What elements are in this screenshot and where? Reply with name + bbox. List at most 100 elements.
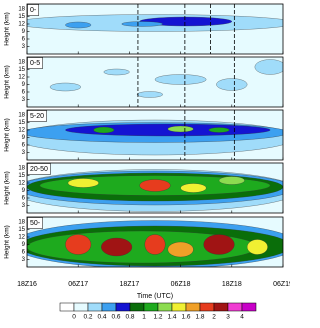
contour-region xyxy=(216,78,248,91)
colorbar-label: 4 xyxy=(240,314,244,321)
contour-region xyxy=(203,234,235,255)
contour-region xyxy=(67,178,99,188)
panel xyxy=(27,217,283,267)
contour-region xyxy=(180,183,207,193)
y-axis-label: Height (km) xyxy=(4,171,11,205)
colorbar-swatch xyxy=(227,302,243,312)
contour-region xyxy=(65,21,92,29)
y-tick-label: 18 xyxy=(18,113,25,119)
contour-region xyxy=(154,74,207,85)
y-tick-label: 15 xyxy=(18,14,25,20)
y-tick-label: 18 xyxy=(18,7,25,13)
x-tick-label: 06Z19 xyxy=(273,281,290,288)
colorbar-swatch xyxy=(59,302,75,312)
colorbar-swatch xyxy=(129,302,145,312)
panel xyxy=(27,4,283,54)
y-axis-label: Height (km) xyxy=(4,65,11,99)
y-tick-label: 15 xyxy=(18,67,25,73)
colorbar-swatch xyxy=(213,302,229,312)
x-tick-label: 18Z18 xyxy=(222,281,242,288)
y-tick-label: 9 xyxy=(22,29,26,35)
panel-frame xyxy=(26,162,284,214)
colorbar-label: 0.4 xyxy=(97,314,106,321)
panel-frame xyxy=(26,56,284,108)
contour-region xyxy=(136,91,163,98)
panel-label-box xyxy=(27,163,51,175)
colorbar-swatch xyxy=(199,302,215,312)
contour-region xyxy=(218,176,245,185)
y-tick-label: 15 xyxy=(18,227,25,233)
panel-label: 0- xyxy=(30,7,37,14)
panel-label: 50- xyxy=(30,220,41,227)
y-tick-label: 3 xyxy=(22,203,26,209)
panel-label: 20-50 xyxy=(30,166,48,173)
y-tick-label: 3 xyxy=(22,257,26,263)
colorbar-label: 0.8 xyxy=(125,314,134,321)
y-tick-label: 12 xyxy=(18,75,25,81)
contour-region xyxy=(93,126,115,134)
panel-label: 5-20 xyxy=(30,113,44,120)
y-tick-label: 9 xyxy=(22,135,26,141)
contour-region xyxy=(247,239,268,255)
contour-region xyxy=(101,237,133,257)
y-tick-label: 9 xyxy=(22,188,26,194)
colorbar-swatch xyxy=(101,302,117,312)
colorbar-swatch xyxy=(143,302,159,312)
contour-region xyxy=(103,68,130,76)
panel-label: 0-5 xyxy=(30,60,40,67)
y-tick-label: 15 xyxy=(18,120,25,126)
y-tick-label: 6 xyxy=(22,196,26,202)
y-tick-label: 15 xyxy=(18,173,25,179)
y-tick-label: 12 xyxy=(18,235,25,241)
y-tick-label: 9 xyxy=(22,82,26,88)
contour-region xyxy=(65,234,92,255)
colorbar-label: 1 xyxy=(142,314,146,321)
y-tick-label: 18 xyxy=(18,220,25,226)
panel-frame xyxy=(26,216,284,268)
contour-region xyxy=(167,241,194,258)
y-axis-label: Height (km) xyxy=(4,12,11,46)
contour-region xyxy=(49,82,81,92)
y-axis-label: Height (km) xyxy=(4,225,11,259)
panel-frame xyxy=(26,109,284,161)
panel-label-box xyxy=(27,217,43,229)
contour-region xyxy=(144,234,166,255)
contour-region xyxy=(254,59,283,75)
x-tick-label: 06Z18 xyxy=(171,281,191,288)
x-tick-label: 18Z16 xyxy=(17,281,37,288)
panel-label-box xyxy=(27,4,39,16)
contour-region xyxy=(65,123,271,137)
contour-region xyxy=(167,125,194,133)
y-tick-label: 18 xyxy=(18,60,25,66)
y-tick-label: 3 xyxy=(22,150,26,156)
colorbar-swatch xyxy=(171,302,187,312)
colorbar-swatch xyxy=(185,302,201,312)
colorbar-label: 0.2 xyxy=(83,314,92,321)
colorbar-label: 1.4 xyxy=(167,314,176,321)
y-tick-label: 12 xyxy=(18,181,25,187)
panel xyxy=(27,110,283,160)
y-tick-label: 3 xyxy=(22,97,26,103)
colorbar-label: 1.6 xyxy=(181,314,190,321)
colorbar-label: 0 xyxy=(72,314,76,321)
panel-label-box xyxy=(27,110,47,122)
y-tick-label: 9 xyxy=(22,242,26,248)
y-tick-label: 6 xyxy=(22,250,26,256)
panel xyxy=(27,163,283,213)
colorbar-label: 0.6 xyxy=(111,314,120,321)
panel-label-box xyxy=(27,57,43,69)
colorbar-label: 1.8 xyxy=(195,314,204,321)
panel-frame xyxy=(26,3,284,55)
y-tick-label: 6 xyxy=(22,37,26,43)
colorbar-label: 3 xyxy=(226,314,230,321)
colorbar-swatch xyxy=(157,302,173,312)
contour-region xyxy=(121,21,163,27)
colorbar-label: 1.2 xyxy=(153,314,162,321)
colorbar-swatch xyxy=(87,302,103,312)
y-tick-label: 3 xyxy=(22,44,26,50)
y-axis-label: Height (km) xyxy=(4,118,11,152)
contour-region xyxy=(139,179,171,192)
x-axis-label: Time (UTC) xyxy=(137,293,173,300)
colorbar-label: 2 xyxy=(212,314,216,321)
